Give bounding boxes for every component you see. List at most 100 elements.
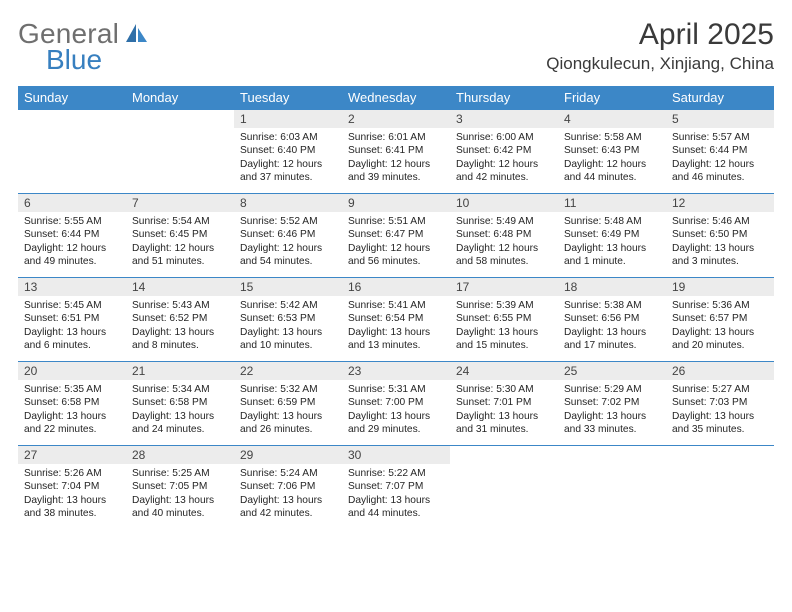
sunset-text: Sunset: 6:58 PM <box>132 396 228 409</box>
daylight-text-2: and 46 minutes. <box>672 171 768 184</box>
day-number: 29 <box>234 446 342 464</box>
daylight-text-2: and 44 minutes. <box>564 171 660 184</box>
sunrise-text: Sunrise: 5:35 AM <box>24 383 120 396</box>
day-details: Sunrise: 5:36 AMSunset: 6:57 PMDaylight:… <box>672 299 768 352</box>
day-number: 3 <box>450 110 558 128</box>
daylight-text-1: Daylight: 13 hours <box>672 410 768 423</box>
day-number: 4 <box>558 110 666 128</box>
weekday-header: Wednesday <box>342 86 450 110</box>
sunrise-text: Sunrise: 5:38 AM <box>564 299 660 312</box>
day-number: 2 <box>342 110 450 128</box>
calendar-day-cell: 4 Sunrise: 5:58 AMSunset: 6:43 PMDaylight… <box>558 110 666 194</box>
calendar-empty-cell <box>18 110 126 194</box>
daylight-text-1: Daylight: 13 hours <box>240 494 336 507</box>
sunrise-text: Sunrise: 5:55 AM <box>24 215 120 228</box>
calendar-day-cell: 12Sunrise: 5:46 AMSunset: 6:50 PMDayligh… <box>666 194 774 278</box>
sunrise-text: Sunrise: 5:57 AM <box>672 131 768 144</box>
day-details: Sunrise: 5:32 AMSunset: 6:59 PMDaylight:… <box>240 383 336 436</box>
sunset-text: Sunset: 6:52 PM <box>132 312 228 325</box>
calendar-week-row: 27Sunrise: 5:26 AMSunset: 7:04 PMDayligh… <box>18 446 774 530</box>
sunset-text: Sunset: 6:44 PM <box>24 228 120 241</box>
daylight-text-2: and 44 minutes. <box>348 507 444 520</box>
daylight-text-1: Daylight: 13 hours <box>672 326 768 339</box>
sunrise-text: Sunrise: 5:30 AM <box>456 383 552 396</box>
sunset-text: Sunset: 6:41 PM <box>348 144 444 157</box>
daylight-text-2: and 42 minutes. <box>456 171 552 184</box>
sunset-text: Sunset: 6:53 PM <box>240 312 336 325</box>
sunset-text: Sunset: 7:05 PM <box>132 480 228 493</box>
calendar-empty-cell <box>450 446 558 530</box>
daylight-text-1: Daylight: 13 hours <box>456 326 552 339</box>
daylight-text-2: and 20 minutes. <box>672 339 768 352</box>
day-details: Sunrise: 5:24 AMSunset: 7:06 PMDaylight:… <box>240 467 336 520</box>
daylight-text-2: and 3 minutes. <box>672 255 768 268</box>
sunset-text: Sunset: 6:54 PM <box>348 312 444 325</box>
calendar-body: 1 Sunrise: 6:03 AMSunset: 6:40 PMDaylight… <box>18 110 774 530</box>
daylight-text-2: and 17 minutes. <box>564 339 660 352</box>
sunrise-text: Sunrise: 5:41 AM <box>348 299 444 312</box>
daylight-text-2: and 10 minutes. <box>240 339 336 352</box>
daylight-text-1: Daylight: 12 hours <box>240 158 336 171</box>
sunrise-text: Sunrise: 5:45 AM <box>24 299 120 312</box>
calendar-week-row: 20Sunrise: 5:35 AMSunset: 6:58 PMDayligh… <box>18 362 774 446</box>
calendar-day-cell: 25Sunrise: 5:29 AMSunset: 7:02 PMDayligh… <box>558 362 666 446</box>
day-details: Sunrise: 5:41 AMSunset: 6:54 PMDaylight:… <box>348 299 444 352</box>
day-details: Sunrise: 5:45 AMSunset: 6:51 PMDaylight:… <box>24 299 120 352</box>
weekday-header: Monday <box>126 86 234 110</box>
sunrise-text: Sunrise: 5:36 AM <box>672 299 768 312</box>
daylight-text-2: and 58 minutes. <box>456 255 552 268</box>
daylight-text-2: and 26 minutes. <box>240 423 336 436</box>
sunrise-text: Sunrise: 5:51 AM <box>348 215 444 228</box>
daylight-text-1: Daylight: 13 hours <box>240 410 336 423</box>
day-number: 14 <box>126 278 234 296</box>
sunset-text: Sunset: 7:03 PM <box>672 396 768 409</box>
day-number: 7 <box>126 194 234 212</box>
location-text: Qiongkulecun, Xinjiang, China <box>546 54 774 74</box>
day-number: 6 <box>18 194 126 212</box>
day-number: 20 <box>18 362 126 380</box>
daylight-text-2: and 35 minutes. <box>672 423 768 436</box>
daylight-text-1: Daylight: 12 hours <box>240 242 336 255</box>
calendar-day-cell: 30Sunrise: 5:22 AMSunset: 7:07 PMDayligh… <box>342 446 450 530</box>
day-number: 28 <box>126 446 234 464</box>
day-details: Sunrise: 5:22 AMSunset: 7:07 PMDaylight:… <box>348 467 444 520</box>
sunset-text: Sunset: 6:56 PM <box>564 312 660 325</box>
calendar-empty-cell <box>126 110 234 194</box>
calendar-day-cell: 29 Sunrise: 5:24 AMSunset: 7:06 PMDayligh… <box>234 446 342 530</box>
calendar-day-cell: 15Sunrise: 5:42 AMSunset: 6:53 PMDayligh… <box>234 278 342 362</box>
day-number: 13 <box>18 278 126 296</box>
daylight-text-2: and 24 minutes. <box>132 423 228 436</box>
day-details: Sunrise: 5:58 AMSunset: 6:43 PMDaylight:… <box>564 131 660 184</box>
calendar-day-cell: 27Sunrise: 5:26 AMSunset: 7:04 PMDayligh… <box>18 446 126 530</box>
daylight-text-2: and 54 minutes. <box>240 255 336 268</box>
calendar-day-cell: 16Sunrise: 5:41 AMSunset: 6:54 PMDayligh… <box>342 278 450 362</box>
sunset-text: Sunset: 6:48 PM <box>456 228 552 241</box>
calendar-day-cell: 22Sunrise: 5:32 AMSunset: 6:59 PMDayligh… <box>234 362 342 446</box>
daylight-text-2: and 39 minutes. <box>348 171 444 184</box>
day-details: Sunrise: 5:31 AMSunset: 7:00 PMDaylight:… <box>348 383 444 436</box>
calendar-day-cell: 13 Sunrise: 5:45 AMSunset: 6:51 PMDayligh… <box>18 278 126 362</box>
sunrise-text: Sunrise: 5:43 AM <box>132 299 228 312</box>
daylight-text-1: Daylight: 13 hours <box>24 410 120 423</box>
day-details: Sunrise: 6:03 AMSunset: 6:40 PMDaylight:… <box>240 131 336 184</box>
sail-icon <box>125 23 149 48</box>
daylight-text-1: Daylight: 13 hours <box>24 494 120 507</box>
calendar-day-cell: 7Sunrise: 5:54 AMSunset: 6:45 PMDaylight… <box>126 194 234 278</box>
daylight-text-1: Daylight: 13 hours <box>132 410 228 423</box>
sunset-text: Sunset: 6:55 PM <box>456 312 552 325</box>
sunset-text: Sunset: 6:57 PM <box>672 312 768 325</box>
sunrise-text: Sunrise: 5:49 AM <box>456 215 552 228</box>
weekday-header: Friday <box>558 86 666 110</box>
sunrise-text: Sunrise: 5:54 AM <box>132 215 228 228</box>
day-details: Sunrise: 5:29 AMSunset: 7:02 PMDaylight:… <box>564 383 660 436</box>
day-details: Sunrise: 5:39 AMSunset: 6:55 PMDaylight:… <box>456 299 552 352</box>
calendar-day-cell: 6Sunrise: 5:55 AMSunset: 6:44 PMDaylight… <box>18 194 126 278</box>
sunrise-text: Sunrise: 5:24 AM <box>240 467 336 480</box>
calendar-empty-cell <box>558 446 666 530</box>
daylight-text-1: Daylight: 13 hours <box>456 410 552 423</box>
day-details: Sunrise: 5:57 AMSunset: 6:44 PMDaylight:… <box>672 131 768 184</box>
day-number: 23 <box>342 362 450 380</box>
month-title: April 2025 <box>546 18 774 52</box>
day-number: 1 <box>234 110 342 128</box>
sunset-text: Sunset: 6:49 PM <box>564 228 660 241</box>
